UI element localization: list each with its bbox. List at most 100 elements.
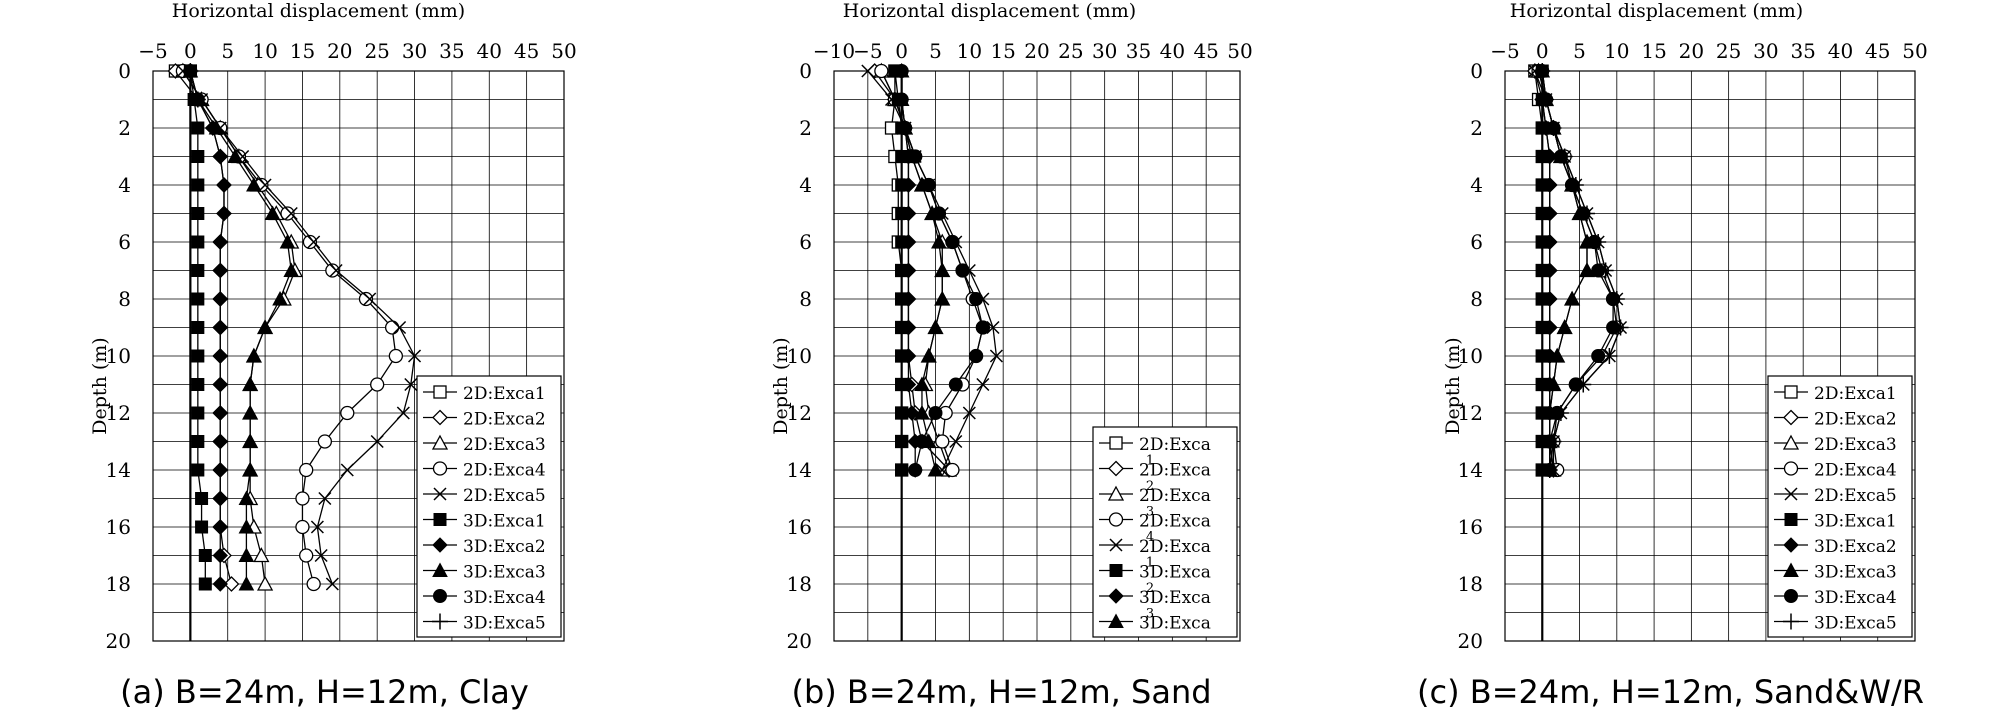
- y-tick-label: 12: [106, 401, 131, 425]
- legend: 2D:Exca2D:Exca12D:Exca22D:Exca32D:Exca43…: [1092, 426, 1238, 638]
- data-point: [242, 376, 258, 391]
- data-point: [900, 177, 917, 193]
- legend-marker: [1783, 613, 1799, 630]
- legend-label: 2D:Exca4: [463, 461, 546, 481]
- x-tick-label: 35: [1126, 39, 1151, 63]
- data-point: [894, 92, 909, 107]
- data-point: [191, 292, 205, 306]
- x-tick-label: −5: [1490, 39, 1519, 63]
- data-point: [272, 290, 288, 306]
- y-tick-label: 2: [1470, 116, 1483, 140]
- data-point: [295, 491, 310, 506]
- data-point: [299, 548, 314, 563]
- data-point: [900, 348, 917, 364]
- legend-marker: [1784, 385, 1798, 399]
- y-tick-label: 12: [1458, 401, 1483, 425]
- data-point: [1534, 63, 1551, 79]
- legend-label: 3D:Exca4: [463, 588, 546, 608]
- data-point: [264, 205, 281, 220]
- data-point: [257, 319, 273, 334]
- legend: 2D:Exca1 2D:Exca2 2D:Exca3 2D:Exca4 2D:Exca5…: [416, 375, 562, 638]
- data-point: [969, 292, 984, 306]
- data-point: [212, 547, 228, 564]
- y-tick-label: 18: [106, 572, 131, 596]
- data-point: [279, 233, 296, 249]
- series: [183, 64, 212, 591]
- legend-marker: [1784, 487, 1798, 501]
- x-axis-title: Horizontal displacement (mm): [1509, 0, 1804, 22]
- data-point: [914, 376, 930, 391]
- data-point: [325, 263, 340, 278]
- data-point: [927, 319, 944, 334]
- legend-marker: [433, 487, 447, 501]
- x-tick-label: 15: [290, 39, 315, 63]
- data-point: [191, 406, 205, 420]
- data-point: [388, 348, 404, 364]
- chart-plot-a: −5 0 5 10 15 20 25 30 35 40 45 50024681012141618202…: [106, 39, 577, 653]
- data-point: [191, 264, 205, 277]
- legend-label: 3D:Exca: [1139, 588, 1211, 608]
- y-tick-label: 16: [106, 515, 131, 539]
- x-tick-label: 0: [184, 39, 197, 63]
- legend-marker: [432, 409, 448, 426]
- legend-label: 3D:Exca2: [1814, 537, 1897, 557]
- x-tick-label: 20: [1024, 39, 1049, 63]
- y-tick-label: 20: [106, 629, 131, 653]
- y-tick-label: 10: [1458, 344, 1483, 368]
- legend-label: 3D:Exca: [1139, 614, 1211, 634]
- legend-marker: [433, 513, 447, 526]
- data-point: [198, 549, 212, 562]
- data-point: [238, 547, 255, 562]
- data-point: [191, 463, 205, 477]
- data-point: [1545, 433, 1562, 450]
- data-point: [212, 519, 228, 535]
- x-tick-label: −5: [853, 39, 882, 63]
- data-point: [393, 320, 407, 335]
- data-point: [874, 63, 889, 79]
- legend-label: 2D:Exca: [1139, 435, 1211, 455]
- x-tick-label: 10: [1604, 39, 1629, 63]
- x-tick-label: 45: [1193, 39, 1218, 63]
- data-point: [295, 519, 310, 535]
- data-point: [920, 347, 937, 363]
- x-tick-label: 10: [957, 39, 982, 63]
- data-point: [238, 490, 255, 505]
- legend-label: 3D:Exca1: [463, 512, 546, 532]
- y-tick-label: 8: [799, 287, 812, 311]
- legend-marker: [1108, 512, 1124, 527]
- data-point: [1608, 291, 1625, 307]
- data-point: [198, 577, 212, 591]
- legend-label: 3D:Exca5: [463, 614, 546, 634]
- x-tick-label: 20: [327, 39, 352, 63]
- y-tick-label: 14: [106, 458, 131, 482]
- data-point: [986, 320, 1000, 335]
- caption-b: (b) B=24m, H=12m, Sand: [791, 673, 1212, 711]
- legend-number: 3: [1146, 607, 1154, 622]
- legend-marker: [1783, 461, 1799, 476]
- x-tick-label: 25: [364, 39, 389, 63]
- data-point: [253, 547, 270, 563]
- legend-marker: [1107, 485, 1125, 501]
- data-point: [921, 178, 936, 192]
- legend-marker: [432, 613, 448, 630]
- data-point: [208, 119, 225, 135]
- data-point: [318, 491, 332, 506]
- data-point: [1549, 347, 1566, 363]
- y-tick-label: 18: [1458, 572, 1483, 596]
- x-tick-label: −5: [138, 39, 167, 63]
- data-point: [212, 376, 228, 393]
- chart-plot-b: −10−5 0 5 10 15 20 25 30 35 40 45 50024681012141618…: [787, 39, 1253, 653]
- legend: 2D:Exca1 2D:Exca2 2D:Exca3 2D:Exca4 2D:Exca5…: [1767, 375, 1913, 638]
- series: [1534, 63, 1629, 478]
- data-point: [900, 205, 917, 222]
- data-point: [900, 262, 917, 279]
- data-point: [1575, 376, 1592, 393]
- legend-marker: [1109, 436, 1123, 450]
- chart-panel-a: Horizontal displacement (mm) Depth (m) −…: [0, 0, 669, 713]
- data-point: [900, 291, 917, 307]
- data-point: [216, 177, 232, 193]
- x-tick-label: 5: [221, 39, 234, 63]
- y-tick-label: 18: [787, 572, 812, 596]
- y-tick-label: 16: [787, 515, 812, 539]
- data-point: [246, 347, 262, 363]
